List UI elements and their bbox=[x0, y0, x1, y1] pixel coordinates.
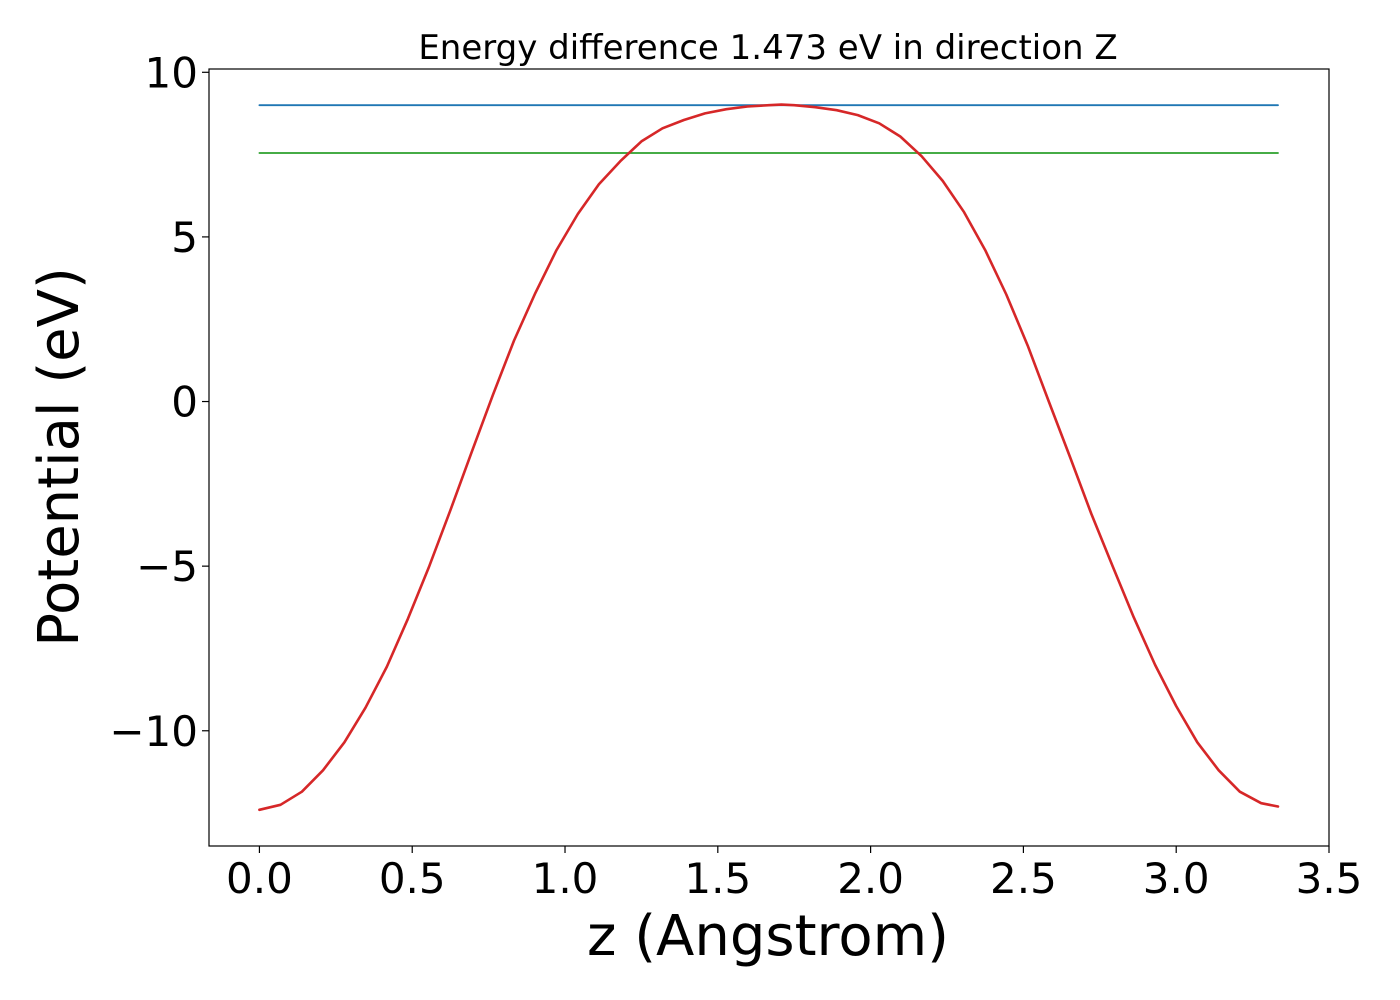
x-tick-label: 0.5 bbox=[379, 854, 446, 903]
chart-title: Energy difference 1.473 eV in direction … bbox=[418, 28, 1117, 68]
y-axis-label: Potential (eV) bbox=[27, 267, 92, 647]
y-tick-label: −10 bbox=[109, 707, 198, 756]
y-tick-label: 0 bbox=[171, 378, 198, 427]
x-axis: 0.0 0.5 1.0 1.5 2.0 2.5 3.0 3.5 bbox=[226, 846, 1362, 903]
x-tick-label: 3.0 bbox=[1143, 854, 1210, 903]
x-tick-label: 2.5 bbox=[990, 854, 1057, 903]
y-tick-label: 10 bbox=[145, 48, 198, 97]
x-tick-label: 1.5 bbox=[684, 854, 751, 903]
plot-frame bbox=[208, 68, 1330, 847]
y-tick-label: 5 bbox=[171, 213, 198, 262]
x-tick-label: 3.5 bbox=[1296, 854, 1363, 903]
x-tick-label: 2.0 bbox=[837, 854, 904, 903]
y-tick-label: −5 bbox=[136, 542, 198, 591]
x-tick-label: 1.0 bbox=[532, 854, 599, 903]
y-axis: 10 5 0 −5 −10 bbox=[109, 48, 209, 756]
x-axis-label: z (Angstrom) bbox=[587, 904, 949, 969]
x-tick-label: 0.0 bbox=[226, 854, 293, 903]
series-layer bbox=[258, 103, 1280, 812]
series-line-3 bbox=[258, 103, 1280, 812]
